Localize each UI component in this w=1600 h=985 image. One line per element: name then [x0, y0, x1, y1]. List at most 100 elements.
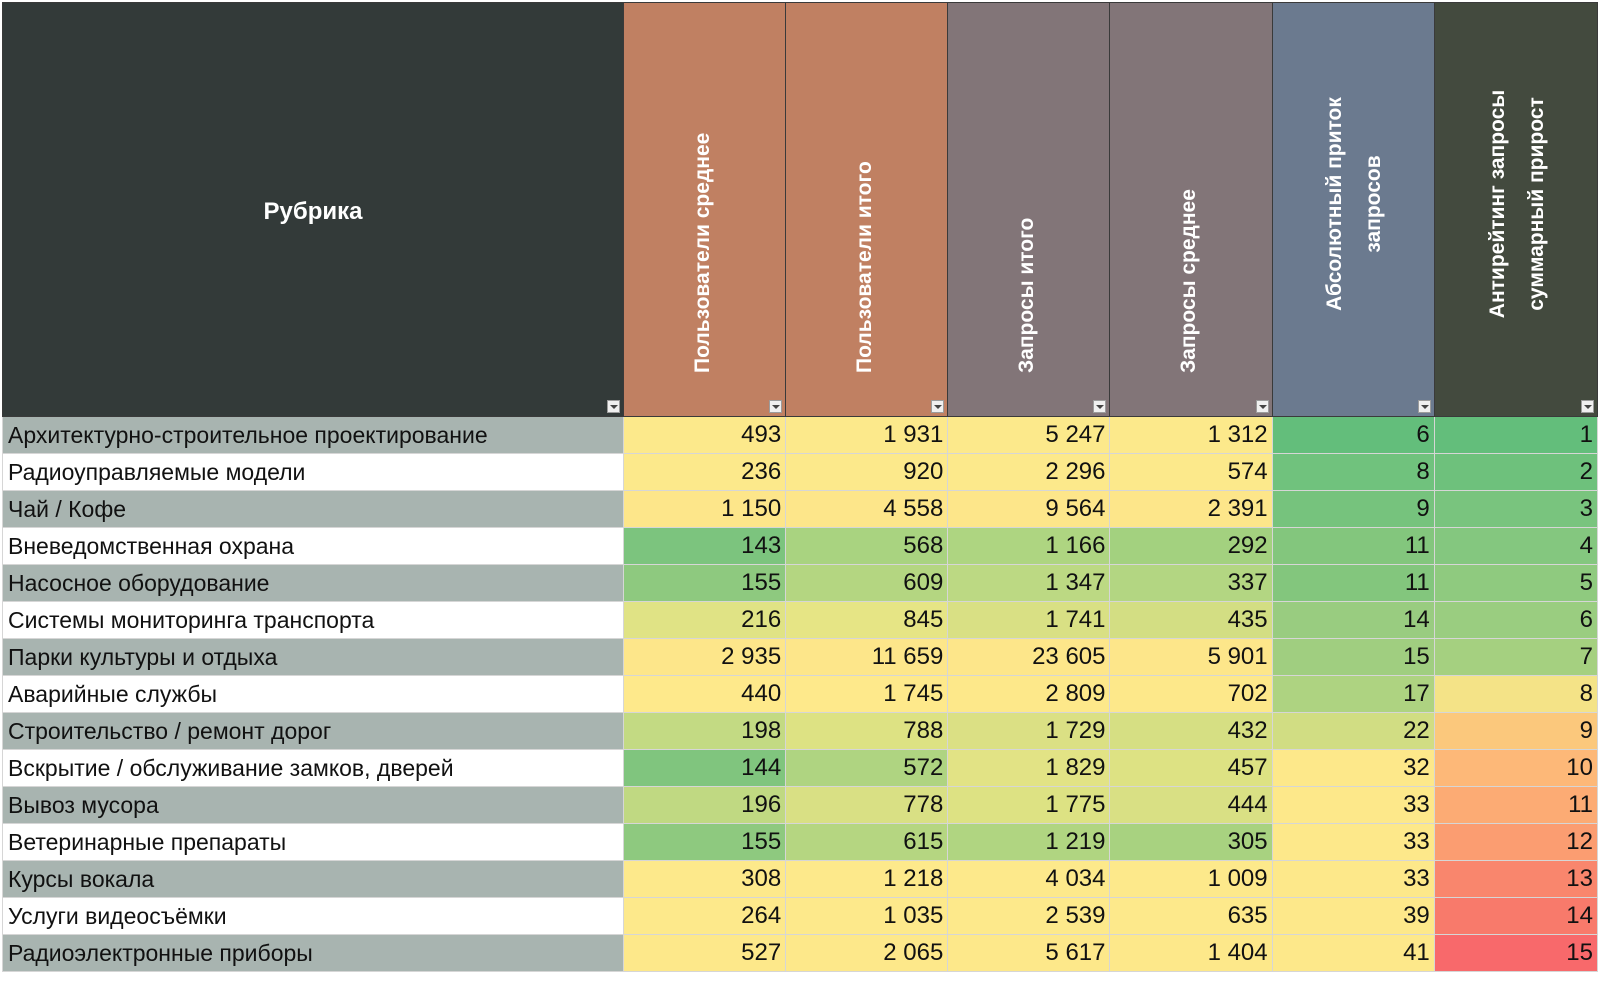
value-cell[interactable]: 2 065: [785, 934, 949, 972]
value-cell[interactable]: 440: [623, 675, 787, 713]
value-cell[interactable]: 1 166: [947, 527, 1111, 565]
filter-dropdown-icon[interactable]: [1093, 400, 1107, 413]
value-cell[interactable]: 236: [623, 453, 787, 491]
value-cell[interactable]: 216: [623, 601, 787, 639]
filter-dropdown-icon[interactable]: [1581, 400, 1594, 413]
value-cell[interactable]: 444: [1109, 786, 1273, 824]
value-cell[interactable]: 1: [1433, 416, 1599, 454]
value-cell[interactable]: 33: [1271, 786, 1435, 824]
rubric-cell[interactable]: Радиоуправляемые модели: [1, 453, 625, 491]
value-cell[interactable]: 635: [1109, 897, 1273, 935]
value-cell[interactable]: 457: [1109, 749, 1273, 787]
rubric-cell[interactable]: Услуги видеосъёмки: [1, 897, 625, 935]
value-cell[interactable]: 609: [785, 564, 949, 602]
value-cell[interactable]: 2 935: [623, 638, 787, 676]
rubric-cell[interactable]: Чай / Кофе: [1, 490, 625, 528]
value-cell[interactable]: 6: [1271, 416, 1435, 454]
rubric-cell[interactable]: Ветеринарные препараты: [1, 823, 625, 861]
value-cell[interactable]: 198: [623, 712, 787, 750]
column-header-3[interactable]: Запросы итого: [947, 2, 1111, 417]
column-header-2[interactable]: Пользователи итого: [785, 2, 949, 417]
value-cell[interactable]: 1 347: [947, 564, 1111, 602]
value-cell[interactable]: 14: [1433, 897, 1599, 935]
value-cell[interactable]: 11: [1271, 564, 1435, 602]
value-cell[interactable]: 1 035: [785, 897, 949, 935]
value-cell[interactable]: 615: [785, 823, 949, 861]
value-cell[interactable]: 778: [785, 786, 949, 824]
value-cell[interactable]: 432: [1109, 712, 1273, 750]
value-cell[interactable]: 5 617: [947, 934, 1111, 972]
value-cell[interactable]: 7: [1433, 638, 1599, 676]
value-cell[interactable]: 15: [1433, 934, 1599, 972]
value-cell[interactable]: 1 312: [1109, 416, 1273, 454]
value-cell[interactable]: 572: [785, 749, 949, 787]
value-cell[interactable]: 4 558: [785, 490, 949, 528]
value-cell[interactable]: 435: [1109, 601, 1273, 639]
value-cell[interactable]: 1 729: [947, 712, 1111, 750]
value-cell[interactable]: 41: [1271, 934, 1435, 972]
value-cell[interactable]: 17: [1271, 675, 1435, 713]
value-cell[interactable]: 196: [623, 786, 787, 824]
value-cell[interactable]: 4 034: [947, 860, 1111, 898]
value-cell[interactable]: 1 009: [1109, 860, 1273, 898]
value-cell[interactable]: 305: [1109, 823, 1273, 861]
value-cell[interactable]: 155: [623, 564, 787, 602]
column-header-6[interactable]: Антирейтинг запросы суммарный прирост: [1433, 2, 1599, 417]
value-cell[interactable]: 32: [1271, 749, 1435, 787]
value-cell[interactable]: 337: [1109, 564, 1273, 602]
rubric-cell[interactable]: Радиоэлектронные приборы: [1, 934, 625, 972]
rubric-cell[interactable]: Насосное оборудование: [1, 564, 625, 602]
rubric-cell[interactable]: Системы мониторинга транспорта: [1, 601, 625, 639]
value-cell[interactable]: 143: [623, 527, 787, 565]
value-cell[interactable]: 2: [1433, 453, 1599, 491]
value-cell[interactable]: 920: [785, 453, 949, 491]
value-cell[interactable]: 5: [1433, 564, 1599, 602]
value-cell[interactable]: 8: [1433, 675, 1599, 713]
rubric-cell[interactable]: Курсы вокала: [1, 860, 625, 898]
filter-dropdown-icon[interactable]: [607, 400, 621, 413]
value-cell[interactable]: 155: [623, 823, 787, 861]
value-cell[interactable]: 2 809: [947, 675, 1111, 713]
value-cell[interactable]: 1 741: [947, 601, 1111, 639]
value-cell[interactable]: 15: [1271, 638, 1435, 676]
rubric-cell[interactable]: Архитектурно-строительное проектирование: [1, 416, 625, 454]
rubric-cell[interactable]: Вскрытие / обслуживание замков, дверей: [1, 749, 625, 787]
value-cell[interactable]: 6: [1433, 601, 1599, 639]
value-cell[interactable]: 2 539: [947, 897, 1111, 935]
value-cell[interactable]: 264: [623, 897, 787, 935]
value-cell[interactable]: 2 391: [1109, 490, 1273, 528]
rubric-cell[interactable]: Парки культуры и отдыха: [1, 638, 625, 676]
value-cell[interactable]: 11: [1271, 527, 1435, 565]
rubric-cell[interactable]: Аварийные службы: [1, 675, 625, 713]
value-cell[interactable]: 493: [623, 416, 787, 454]
value-cell[interactable]: 22: [1271, 712, 1435, 750]
value-cell[interactable]: 5 901: [1109, 638, 1273, 676]
value-cell[interactable]: 1 931: [785, 416, 949, 454]
value-cell[interactable]: 11: [1433, 786, 1599, 824]
value-cell[interactable]: 12: [1433, 823, 1599, 861]
value-cell[interactable]: 1 150: [623, 490, 787, 528]
value-cell[interactable]: 10: [1433, 749, 1599, 787]
value-cell[interactable]: 144: [623, 749, 787, 787]
column-header-4[interactable]: Запросы среднее: [1109, 2, 1273, 417]
filter-dropdown-icon[interactable]: [931, 400, 945, 413]
value-cell[interactable]: 527: [623, 934, 787, 972]
value-cell[interactable]: 5 247: [947, 416, 1111, 454]
value-cell[interactable]: 1 404: [1109, 934, 1273, 972]
value-cell[interactable]: 1 218: [785, 860, 949, 898]
value-cell[interactable]: 788: [785, 712, 949, 750]
value-cell[interactable]: 14: [1271, 601, 1435, 639]
value-cell[interactable]: 2 296: [947, 453, 1111, 491]
rubric-cell[interactable]: Вневедомственная охрана: [1, 527, 625, 565]
column-header-5[interactable]: Абсолютный приток запросов: [1271, 2, 1435, 417]
value-cell[interactable]: 292: [1109, 527, 1273, 565]
value-cell[interactable]: 1 745: [785, 675, 949, 713]
filter-dropdown-icon[interactable]: [1255, 400, 1269, 413]
value-cell[interactable]: 9: [1271, 490, 1435, 528]
value-cell[interactable]: 568: [785, 527, 949, 565]
value-cell[interactable]: 33: [1271, 823, 1435, 861]
value-cell[interactable]: 9 564: [947, 490, 1111, 528]
value-cell[interactable]: 8: [1271, 453, 1435, 491]
value-cell[interactable]: 9: [1433, 712, 1599, 750]
column-header-rubric[interactable]: Рубрика: [1, 2, 625, 417]
